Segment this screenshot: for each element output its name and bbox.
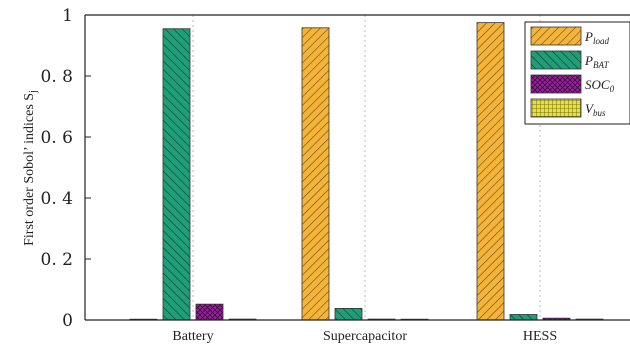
y-axis-label: First order Sobol’ indices Sj <box>22 90 39 246</box>
legend-label-sub: 0 <box>610 84 615 94</box>
legend-label-main: SOC <box>585 77 610 92</box>
y-tick-label: 0. 8 <box>41 67 73 87</box>
y-tick-label: 1 <box>62 6 73 26</box>
y-tick-label: 0. 6 <box>41 128 73 148</box>
legend-label-main: P <box>584 29 593 44</box>
x-tick-label: HESS <box>523 329 557 344</box>
legend-label-sub: bus <box>593 108 606 118</box>
legend-label: Vbus <box>585 101 606 118</box>
y-axis-label-sub: j <box>28 90 39 94</box>
bar-hess-series-1 <box>509 314 538 321</box>
legend-label: PBAT <box>584 53 610 70</box>
legend-swatch <box>530 74 582 94</box>
x-tick-label: Battery <box>172 329 213 344</box>
y-tick-label: 0. 2 <box>41 250 73 270</box>
bar-battery-series-2 <box>195 303 224 321</box>
bar-supercapacitor-series-1 <box>334 308 363 321</box>
bar-hess-series-0 <box>476 22 505 321</box>
x-tick-label: Supercapacitor <box>323 329 407 344</box>
legend-label-sub: BAT <box>593 60 610 70</box>
x-tick-labels: Battery Supercapacitor HESS <box>172 329 557 344</box>
y-tick-labels: 0 0. 2 0. 4 0. 6 0. 8 1 <box>41 6 91 331</box>
legend-label-main: V <box>585 101 595 116</box>
y-axis-label-main: First order Sobol’ indices S <box>22 93 37 246</box>
legend-swatch <box>530 98 582 118</box>
legend-label-sub: load <box>593 36 610 46</box>
legend-label-main: P <box>584 53 593 68</box>
y-tick-label: 0 <box>62 311 73 331</box>
bar-battery-series-1 <box>162 28 191 321</box>
legend-swatch <box>530 26 582 46</box>
legend-swatch <box>530 50 582 70</box>
y-tick-label: 0. 4 <box>41 189 73 209</box>
legend-label: Pload <box>584 29 609 46</box>
legend-label: SOC0 <box>585 77 615 94</box>
bar-supercapacitor-series-0 <box>301 27 330 321</box>
